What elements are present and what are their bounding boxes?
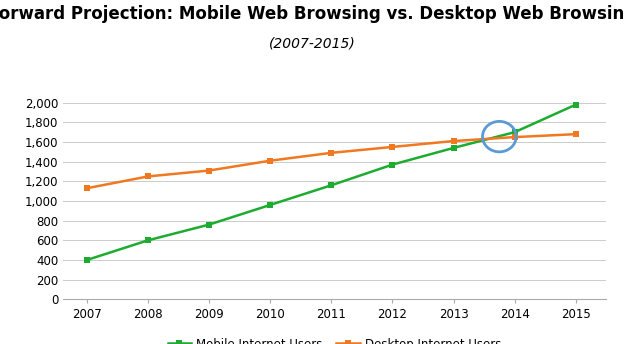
Desktop Internet Users xyxy=(328,151,335,155)
Desktop Internet Users xyxy=(144,174,152,179)
Line: Desktop Internet Users: Desktop Internet Users xyxy=(84,131,579,192)
Text: Forward Projection: Mobile Web Browsing vs. Desktop Web Browsing: Forward Projection: Mobile Web Browsing … xyxy=(0,5,625,23)
Mobile Internet Users xyxy=(572,103,579,107)
Desktop Internet Users xyxy=(511,135,518,139)
Line: Mobile Internet Users: Mobile Internet Users xyxy=(84,101,579,264)
Mobile Internet Users xyxy=(450,146,458,150)
Desktop Internet Users xyxy=(206,169,213,173)
Mobile Internet Users xyxy=(206,223,213,227)
Mobile Internet Users xyxy=(328,183,335,187)
Mobile Internet Users xyxy=(266,203,274,207)
Desktop Internet Users xyxy=(450,139,458,143)
Mobile Internet Users xyxy=(144,238,152,243)
Mobile Internet Users xyxy=(389,163,396,167)
Desktop Internet Users xyxy=(572,132,579,136)
Desktop Internet Users xyxy=(83,186,91,190)
Mobile Internet Users xyxy=(83,258,91,262)
Desktop Internet Users xyxy=(266,159,274,163)
Legend: Mobile Internet Users, Desktop Internet Users: Mobile Internet Users, Desktop Internet … xyxy=(163,333,506,344)
Desktop Internet Users xyxy=(389,145,396,149)
Text: (2007-2015): (2007-2015) xyxy=(269,36,356,50)
Mobile Internet Users xyxy=(511,130,518,134)
